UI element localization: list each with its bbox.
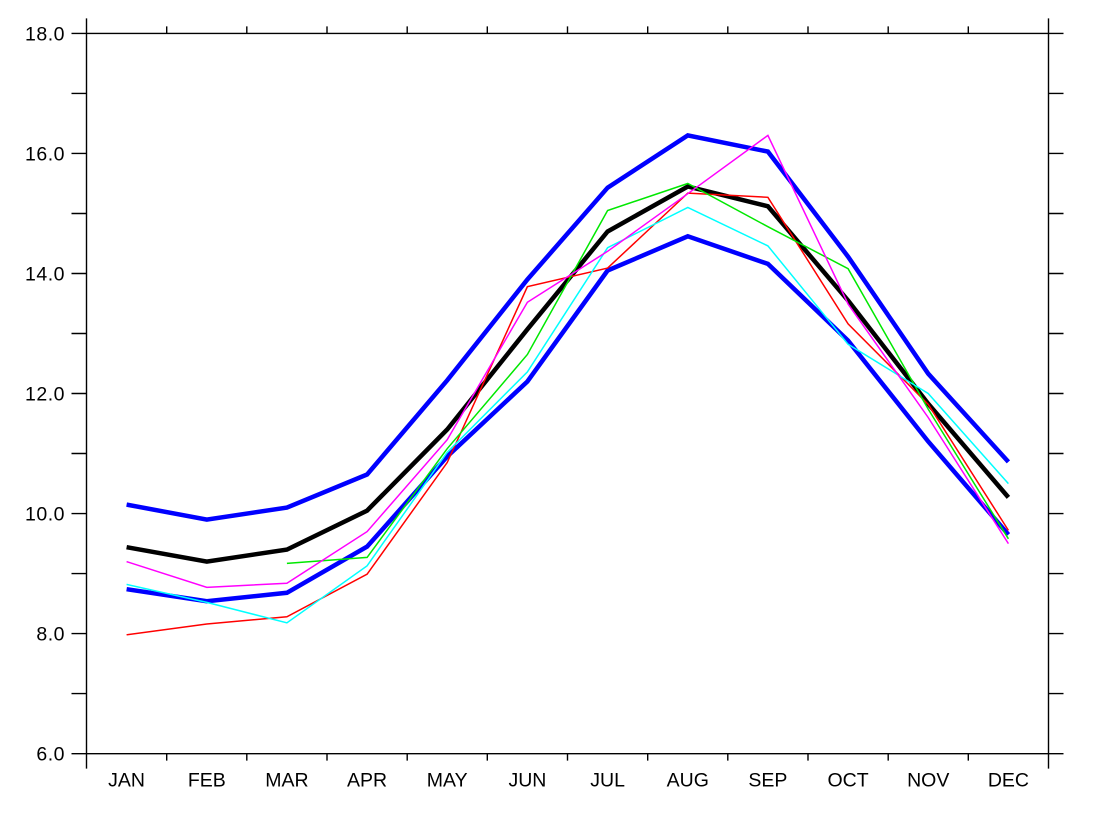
svg-text:12.0: 12.0 [25, 383, 65, 405]
svg-text:JAN: JAN [108, 769, 145, 791]
svg-text:NOV: NOV [907, 769, 949, 791]
svg-text:OCT: OCT [828, 769, 869, 791]
svg-text:16.0: 16.0 [25, 143, 65, 165]
svg-text:10.0: 10.0 [25, 504, 65, 526]
svg-text:JUN: JUN [508, 769, 546, 791]
svg-text:MAR: MAR [265, 769, 308, 791]
svg-text:FEB: FEB [188, 769, 226, 791]
svg-text:SEP: SEP [748, 769, 787, 791]
svg-text:8.0: 8.0 [36, 624, 65, 646]
svg-text:APR: APR [347, 769, 387, 791]
svg-text:JUL: JUL [590, 769, 625, 791]
svg-text:AUG: AUG [667, 769, 709, 791]
svg-text:DEC: DEC [988, 769, 1029, 791]
svg-text:MAY: MAY [427, 769, 468, 791]
svg-text:18.0: 18.0 [25, 23, 65, 45]
svg-text:14.0: 14.0 [25, 263, 65, 285]
svg-text:6.0: 6.0 [36, 744, 65, 766]
